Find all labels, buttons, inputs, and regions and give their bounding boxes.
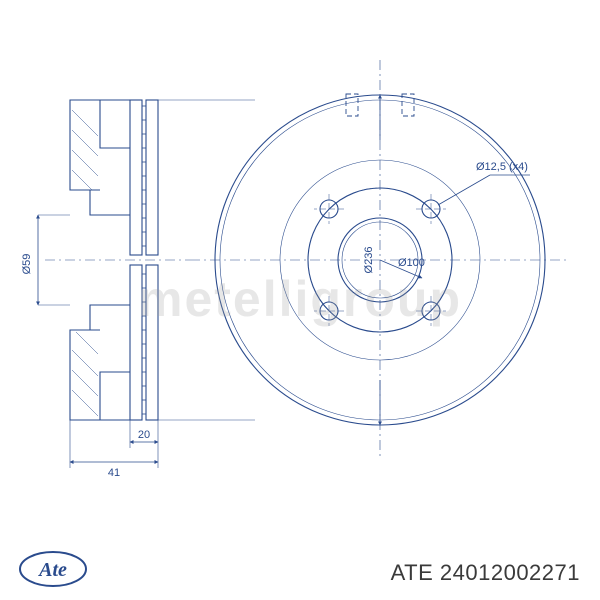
brand-text: ATE — [391, 560, 434, 585]
part-caption: ATE 24012002271 — [391, 560, 580, 586]
side-view: Ø59 41 20 — [21, 100, 255, 479]
brand-logo: Ate — [18, 550, 88, 588]
dim-bolt: Ø12,5 (x4) — [438, 161, 530, 205]
part-number: 24012002271 — [440, 560, 580, 585]
dim-rim-width: 20 — [138, 429, 150, 441]
dim-pcd: Ø100 — [380, 257, 425, 278]
technical-drawing: Ø59 41 20 — [0, 0, 600, 540]
dim-outer-dia-label: Ø236 — [363, 247, 375, 274]
svg-text:Ate: Ate — [37, 559, 67, 581]
front-view: Ø236 Ø100 Ø12,5 (x4) — [190, 60, 570, 460]
dim-bolt-label: Ø12,5 (x4) — [476, 161, 528, 173]
dim-outer-dia-side: Ø59 — [21, 254, 33, 275]
dim-pcd-label: Ø100 — [398, 257, 425, 269]
dim-total-width: 41 — [108, 467, 120, 479]
